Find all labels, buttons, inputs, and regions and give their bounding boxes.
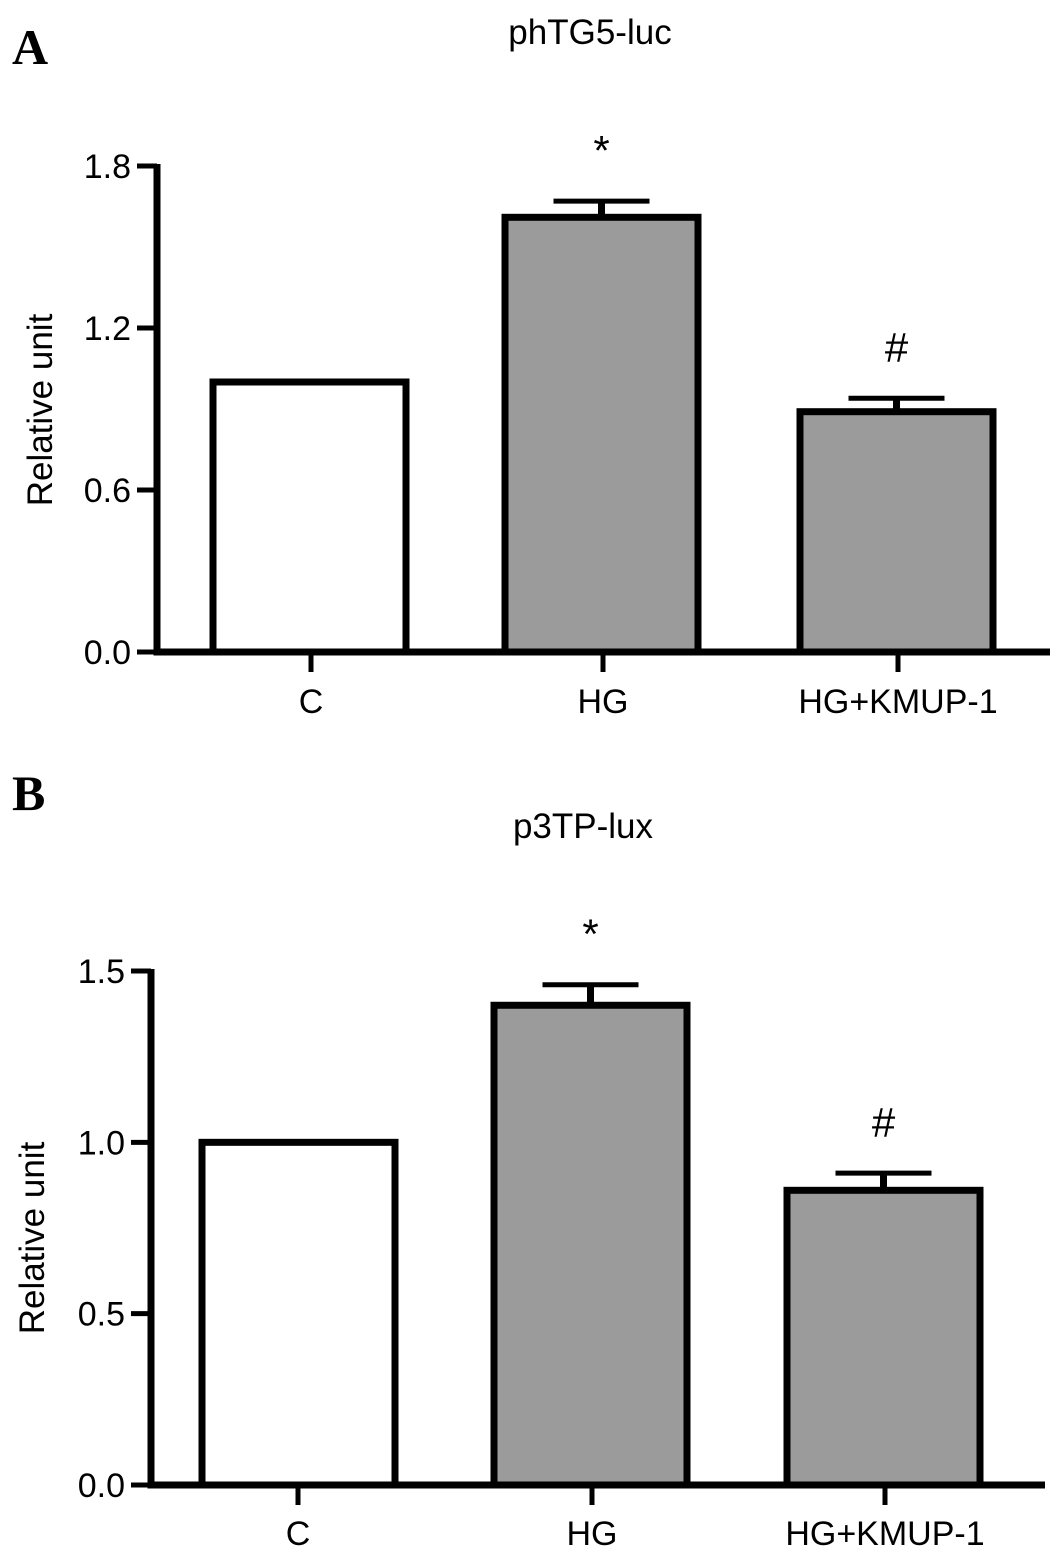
panel-b-significance-2: * <box>582 911 598 958</box>
panel-a-bar-1 <box>209 378 410 656</box>
panel-b-bar-1 <box>198 1138 399 1489</box>
panel-b-category-label-3: HG+KMUP-1 <box>785 1515 984 1553</box>
panel-a-category-label-2: HG <box>578 683 629 721</box>
panel-b-ylabel: Relative unit <box>13 1141 52 1334</box>
panel-b-letter: B <box>12 765 45 821</box>
panel-b-plot-area: * #0.0 0.5 1.0 1.5 C HG HG+KMUP-1 <box>78 911 1045 1553</box>
panel-a-title: phTG5-luc <box>508 13 671 52</box>
panel-b-bar-2 <box>490 1001 691 1489</box>
panel-a-significance-3: # <box>885 324 909 371</box>
panel-b-ytick-label-2: 0.5 <box>78 1296 125 1334</box>
panel-a: A phTG5-luc Relative unit * #0.0 0.6 1.2 1.8… <box>12 13 1050 721</box>
panel-a-ytick-label-4: 1.8 <box>84 148 131 186</box>
panel-a-category-label-3: HG+KMUP-1 <box>798 683 997 721</box>
panel-a-significance-2: * <box>593 127 609 174</box>
panel-b: B p3TP-lux Relative unit * #0.0 0.5 1.0 1.5 C… <box>12 765 1045 1553</box>
panel-b-bar-3 <box>783 1186 984 1489</box>
panel-a-ytick-label-3: 1.2 <box>84 310 131 348</box>
panel-b-ytick-label-4: 1.5 <box>78 953 125 991</box>
panel-b-category-label-2: HG <box>567 1515 618 1553</box>
panel-a-ytick-label-2: 0.6 <box>84 472 131 510</box>
panel-a-plot-area: * #0.0 0.6 1.2 1.8 C HG HG+KMUP-1 <box>84 127 1050 721</box>
panel-b-ytick-label-1: 0.0 <box>78 1467 125 1505</box>
panel-b-category-label-1: C <box>286 1515 311 1553</box>
panel-b-ytick-label-3: 1.0 <box>78 1124 125 1162</box>
panel-a-ytick-label-1: 0.0 <box>84 634 131 672</box>
panel-a-ylabel: Relative unit <box>21 313 60 506</box>
panel-a-bar-2 <box>501 213 702 656</box>
panel-a-category-label-1: C <box>299 683 324 721</box>
panel-a-bar-3 <box>796 408 997 656</box>
panel-b-significance-3: # <box>872 1099 896 1146</box>
panel-b-title: p3TP-lux <box>513 807 654 846</box>
panel-a-letter: A <box>12 19 48 75</box>
